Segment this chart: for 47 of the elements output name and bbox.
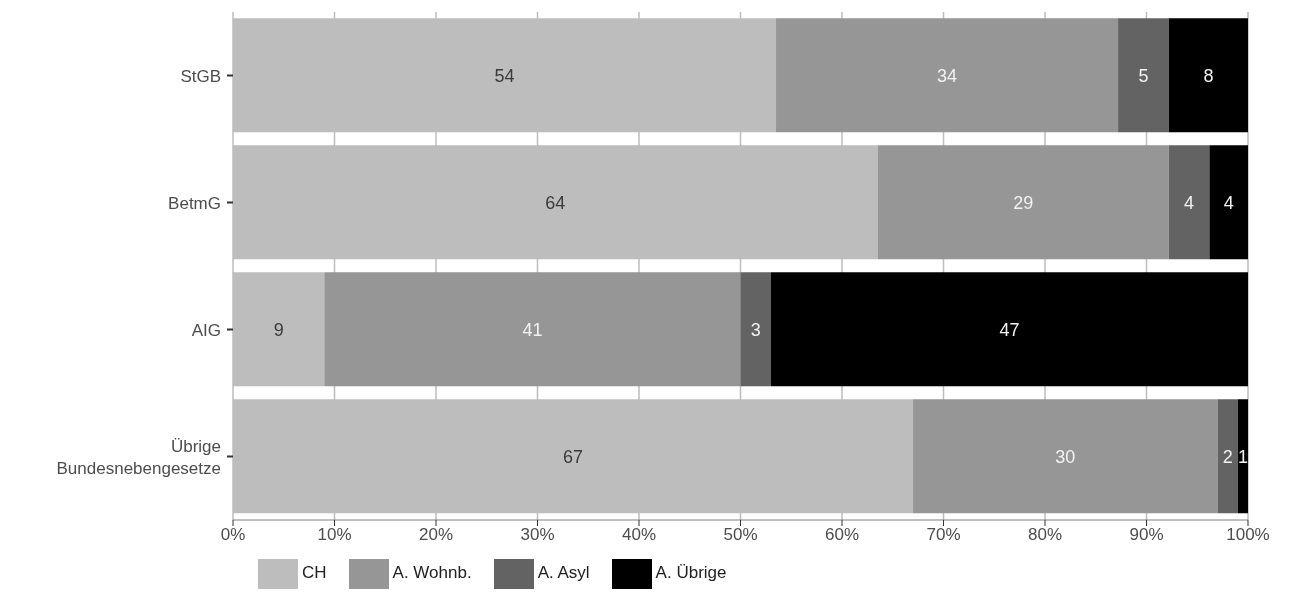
data-label: 29: [1013, 192, 1034, 213]
x-tick-label: 0%: [220, 525, 246, 545]
bar: [1168, 18, 1248, 133]
y-tick-label: AIG: [191, 320, 221, 339]
legend-label: A. Asyl: [537, 563, 590, 583]
data-label: 2: [1222, 446, 1233, 467]
bar: [877, 145, 1169, 260]
x-tick-label: 40%: [621, 525, 657, 545]
bar: [1237, 399, 1248, 514]
legend-label: A. Übrige: [655, 563, 727, 583]
legend-label: A. Wohnb.: [392, 563, 472, 583]
bar: [913, 399, 1218, 514]
bar: [324, 272, 741, 387]
bar: [776, 18, 1119, 133]
x-tick-label: 50%: [723, 525, 758, 545]
data-label: 1: [1237, 446, 1248, 467]
data-label: 41: [522, 319, 543, 340]
data-label: 9: [273, 319, 284, 340]
bar: [1118, 18, 1169, 133]
x-tick-label: 90%: [1129, 525, 1164, 545]
data-label: 8: [1203, 65, 1214, 86]
data-label: 34: [937, 65, 958, 86]
data-label: 54: [494, 65, 515, 86]
data-label: 67: [563, 446, 584, 467]
bar: [1168, 145, 1210, 260]
data-label: 30: [1055, 446, 1076, 467]
bar: [770, 272, 1248, 387]
x-tick-label: 20%: [418, 525, 454, 545]
x-tick-label: 100%: [1226, 525, 1270, 545]
data-label: 47: [999, 319, 1020, 340]
x-tick-label: 30%: [520, 525, 555, 545]
bar: [740, 272, 771, 387]
data-label: 3: [750, 319, 761, 340]
y-tick-label: BetmG: [168, 193, 221, 212]
data-label: 5: [1138, 65, 1149, 86]
y-tick-label: Übrige Bundesnebengesetze: [56, 436, 221, 477]
x-tick-label: 10%: [317, 525, 352, 545]
x-tick-label: 60%: [824, 525, 860, 545]
bar: [1217, 399, 1238, 514]
data-label: 4: [1223, 192, 1234, 213]
bar: [1209, 145, 1248, 260]
data-label: 64: [545, 192, 566, 213]
y-tick-label: StGB: [180, 66, 221, 85]
x-tick-label: 80%: [1027, 525, 1063, 545]
x-tick-label: 70%: [926, 525, 961, 545]
legend-label: CH: [302, 563, 327, 583]
data-label: 4: [1184, 192, 1195, 213]
